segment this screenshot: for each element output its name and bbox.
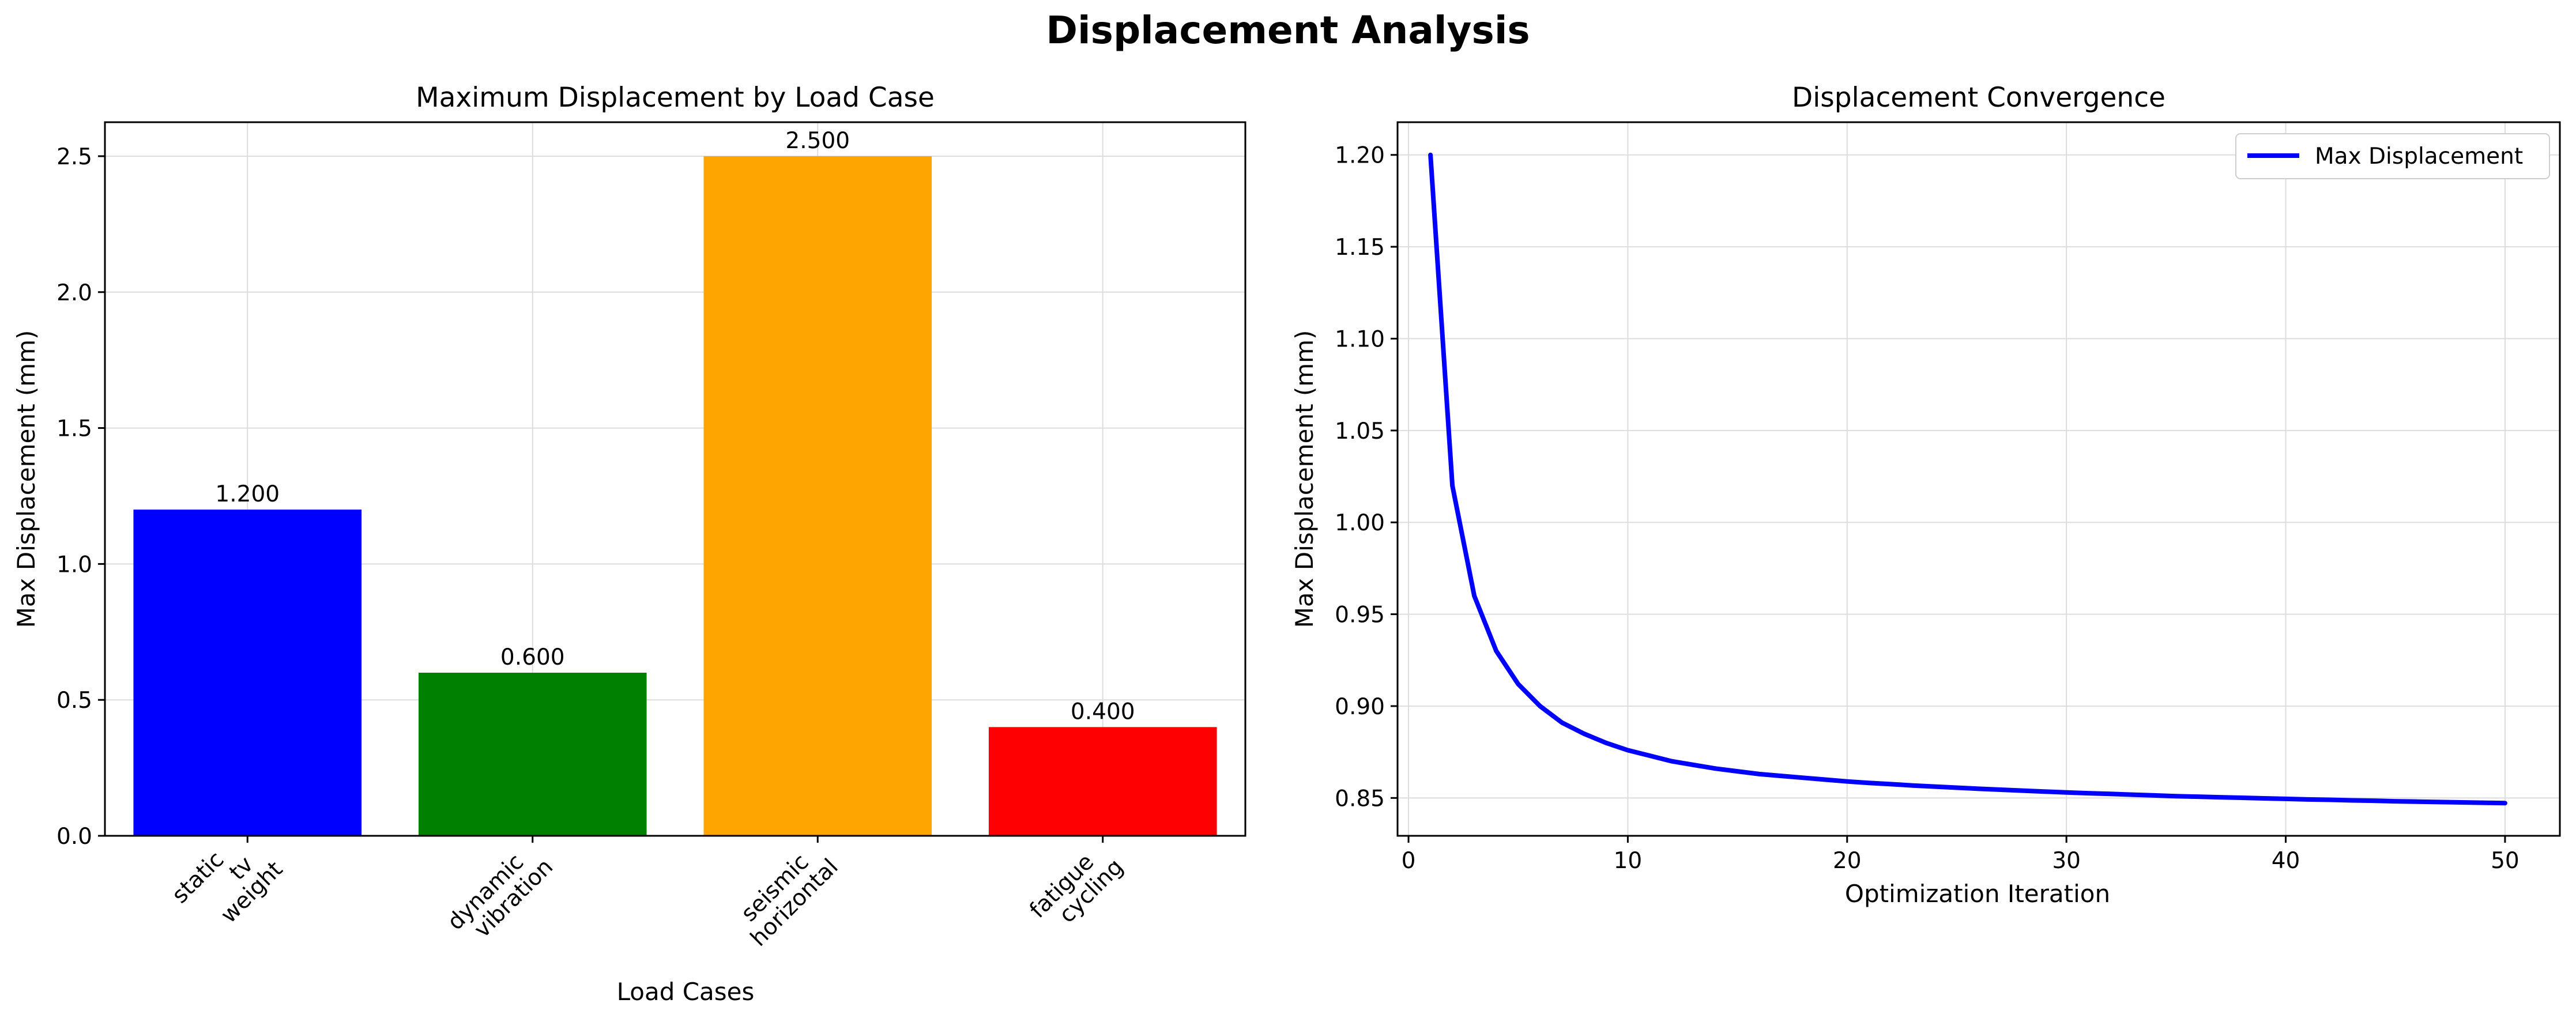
- line-series-max-displacement: [1428, 152, 2507, 806]
- line-chart-y-tick-label: 1.05: [1335, 418, 1385, 444]
- bar-chart-x-tick-label-line: static: [167, 847, 229, 909]
- line-chart-x-tick-label: 40: [2272, 848, 2300, 874]
- bar-4: [988, 727, 1217, 836]
- line-chart-y-tick-label: 1.15: [1335, 235, 1385, 261]
- line-chart-x-tick-label: 50: [2491, 848, 2519, 874]
- line-chart-title: Displacement Convergence: [1792, 82, 2166, 114]
- bar-chart-y-axis-label: Max Displacement (mm): [12, 330, 40, 628]
- bar-data-label: 1.200: [215, 481, 280, 507]
- line-chart-x-tick-label: 30: [2052, 848, 2081, 874]
- line-chart-y-tick-label: 0.95: [1335, 602, 1385, 628]
- line-chart-y-tick-label: 1.10: [1335, 326, 1385, 352]
- line-chart-x-tick-label: 20: [1833, 848, 1862, 874]
- bar-chart-y-tick-label: 2.5: [57, 144, 92, 170]
- legend-label: Max Displacement: [2315, 144, 2523, 169]
- bar-chart-axes-frame: [104, 121, 1246, 837]
- bar-2: [418, 673, 647, 836]
- bar-1: [133, 510, 362, 836]
- bar-data-label: 0.400: [1071, 699, 1135, 725]
- bar-chart-y-tick-label: 0.0: [57, 824, 92, 850]
- bar-chart-y-tick-label: 1.5: [57, 416, 92, 442]
- figure-title: Displacement Analysis: [1046, 8, 1530, 52]
- legend-box: [2235, 133, 2550, 179]
- bar-chart-x-axis-label: Load Cases: [617, 978, 755, 1006]
- line-chart-x-tick-label: 10: [1614, 848, 1643, 874]
- bar-chart-y-tick-label: 1.0: [57, 552, 92, 578]
- line-chart-y-tick-label: 1.20: [1335, 143, 1385, 169]
- line-chart-x-tick-label: 0: [1402, 848, 1416, 874]
- bar-data-label: 0.600: [500, 644, 565, 670]
- bar-chart-title: Maximum Displacement by Load Case: [416, 82, 935, 114]
- line-chart-y-axis-label: Max Displacement (mm): [1290, 330, 1319, 628]
- line-chart-axes-frame: [1396, 121, 2561, 837]
- line-chart-y-tick-label: 1.00: [1335, 510, 1385, 536]
- line-chart-y-tick-label: 0.90: [1335, 694, 1385, 720]
- bar-3: [703, 156, 932, 836]
- line-chart-y-tick-label: 0.85: [1335, 786, 1385, 812]
- line-chart-legend: Max Displacement: [2235, 133, 2550, 179]
- bar-chart-y-tick-label: 0.5: [57, 688, 92, 714]
- bar-data-label: 2.500: [785, 128, 850, 154]
- bar-chart-y-tick-label: 2.0: [57, 280, 92, 306]
- line-chart-panel: 0 10 20 30 40 50 0.85 0.90 0.95 1.00 1.05 1.10 1.15 1…: [1290, 82, 2561, 908]
- line-chart-x-axis-label: Optimization Iteration: [1845, 880, 2110, 908]
